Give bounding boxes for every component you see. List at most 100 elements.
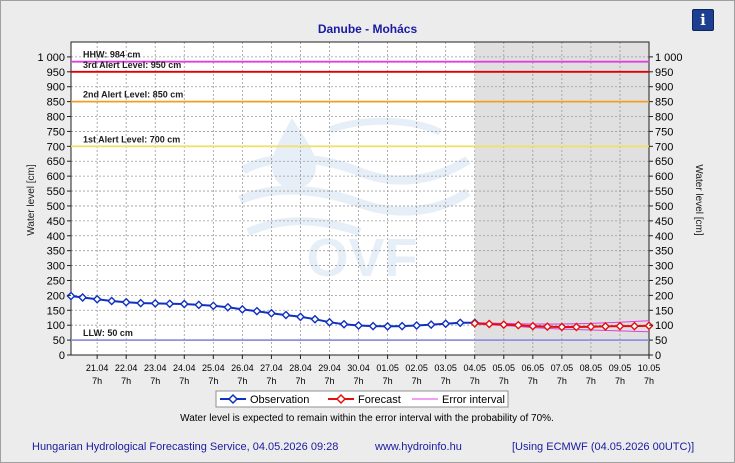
y-tick-label-right: 50 [655, 335, 667, 347]
y-tick-label-left: 400 [47, 231, 65, 243]
info-icon[interactable]: i [692, 9, 714, 31]
x-tick-date: 22.04 [115, 363, 138, 373]
legend: Observation Forecast Error interval [215, 390, 509, 408]
x-tick-hour: 7h [266, 376, 276, 386]
x-tick-hour: 7h [324, 376, 334, 386]
y-tick-label-left: 0 [59, 350, 65, 362]
y-tick-label-left: 550 [47, 186, 65, 198]
x-tick-date: 30.04 [347, 363, 370, 373]
x-tick-date: 05.05 [493, 363, 516, 373]
x-tick-date: 02.05 [405, 363, 428, 373]
x-tick-hour: 7h [295, 376, 305, 386]
y-tick-label-left: 350 [47, 246, 65, 258]
legend-forecast: Forecast [358, 394, 401, 406]
y-tick-label-right: 200 [655, 290, 673, 302]
observation-point [78, 292, 88, 302]
observation-point [136, 298, 146, 308]
level-label-1: 3rd Alert Level: 950 cm [83, 60, 181, 70]
observation-point [66, 291, 76, 301]
y-tick-label-left: 300 [47, 261, 65, 273]
y-tick-label-left: 650 [47, 156, 65, 168]
y-tick-label-left: 900 [47, 82, 65, 94]
x-tick-hour: 7h [92, 376, 102, 386]
y-tick-label-right: 700 [655, 141, 673, 153]
x-tick-date: 21.04 [86, 363, 109, 373]
x-tick-date: 29.04 [318, 363, 341, 373]
y-axis-label-right: Water level [cm] [693, 164, 704, 236]
x-tick-date: 01.05 [376, 363, 399, 373]
x-tick-hour: 7h [121, 376, 131, 386]
level-label-0: HHW: 984 cm [83, 50, 140, 60]
forecast-point [644, 321, 654, 331]
observation-point [194, 300, 204, 310]
y-tick-label-right: 650 [655, 156, 673, 168]
forecast-point [499, 320, 509, 330]
y-axis-label-left: Water level [cm] [26, 164, 37, 236]
x-tick-date: 04.05 [463, 363, 486, 373]
x-tick-hour: 7h [354, 376, 364, 386]
observation-point [368, 321, 378, 331]
x-tick-date: 09.05 [609, 363, 632, 373]
x-tick-date: 24.04 [173, 363, 196, 373]
y-tick-label-left: 750 [47, 126, 65, 138]
forecast-point [542, 322, 552, 332]
y-tick-label-right: 750 [655, 126, 673, 138]
forecast-point [586, 322, 596, 332]
observation-point [266, 308, 276, 318]
footer-url[interactable]: www.hydroinfo.hu [375, 441, 462, 453]
x-tick-date: 08.05 [580, 363, 603, 373]
observation-point [455, 318, 465, 328]
y-tick-label-right: 100 [655, 320, 673, 332]
x-tick-hour: 7h [528, 376, 538, 386]
x-tick-hour: 7h [557, 376, 567, 386]
y-tick-label-right: 950 [655, 67, 673, 79]
observation-point [310, 314, 320, 324]
x-tick-date: 27.04 [260, 363, 283, 373]
level-label-4: LLW: 50 cm [83, 328, 133, 338]
x-tick-date: 07.05 [551, 363, 574, 373]
observation-point [281, 310, 291, 320]
legend-error-interval: Error interval [442, 394, 505, 406]
level-label-2: 2nd Alert Level: 850 cm [83, 90, 183, 100]
y-tick-label-right: 550 [655, 186, 673, 198]
x-tick-hour: 7h [644, 376, 654, 386]
y-tick-label-right: 250 [655, 275, 673, 287]
forecast-point [484, 319, 494, 329]
y-tick-label-left: 700 [47, 141, 65, 153]
observation-point [412, 320, 422, 330]
observation-point [426, 320, 436, 330]
x-tick-hour: 7h [208, 376, 218, 386]
observation-point [237, 304, 247, 314]
x-tick-date: 25.04 [202, 363, 225, 373]
plot-border [70, 41, 650, 356]
watermark-text: OVF [306, 228, 417, 288]
y-tick-label-left: 950 [47, 67, 65, 79]
y-tick-label-left: 250 [47, 275, 65, 287]
x-tick-hour: 7h [586, 376, 596, 386]
footer-service: Hungarian Hydrological Forecasting Servi… [32, 441, 339, 453]
x-tick-hour: 7h [499, 376, 509, 386]
ovf-watermark-logo: OVF [238, 117, 471, 288]
forecast-point [571, 322, 581, 332]
chart-title: Danube - Mohács [317, 22, 418, 36]
x-tick-hour: 7h [383, 376, 393, 386]
level-label-3: 1st Alert Level: 700 cm [83, 134, 180, 144]
y-tick-label-right: 500 [655, 201, 673, 213]
y-tick-label-left: 200 [47, 290, 65, 302]
y-tick-label-left: 50 [53, 335, 65, 347]
observation-point [339, 319, 349, 329]
observation-point [354, 320, 364, 330]
forecast-point [615, 321, 625, 331]
forecast-point [528, 321, 538, 331]
x-tick-date: 26.04 [231, 363, 254, 373]
y-tick-label-left: 800 [47, 112, 65, 124]
x-tick-hour: 7h [412, 376, 422, 386]
observation-point [179, 299, 189, 309]
y-tick-label-left: 850 [47, 97, 65, 109]
y-tick-label-left: 600 [47, 171, 65, 183]
x-tick-hour: 7h [615, 376, 625, 386]
x-tick-hour: 7h [470, 376, 480, 386]
probability-note: Water level is expected to remain within… [180, 413, 554, 424]
y-tick-label-left: 100 [47, 320, 65, 332]
